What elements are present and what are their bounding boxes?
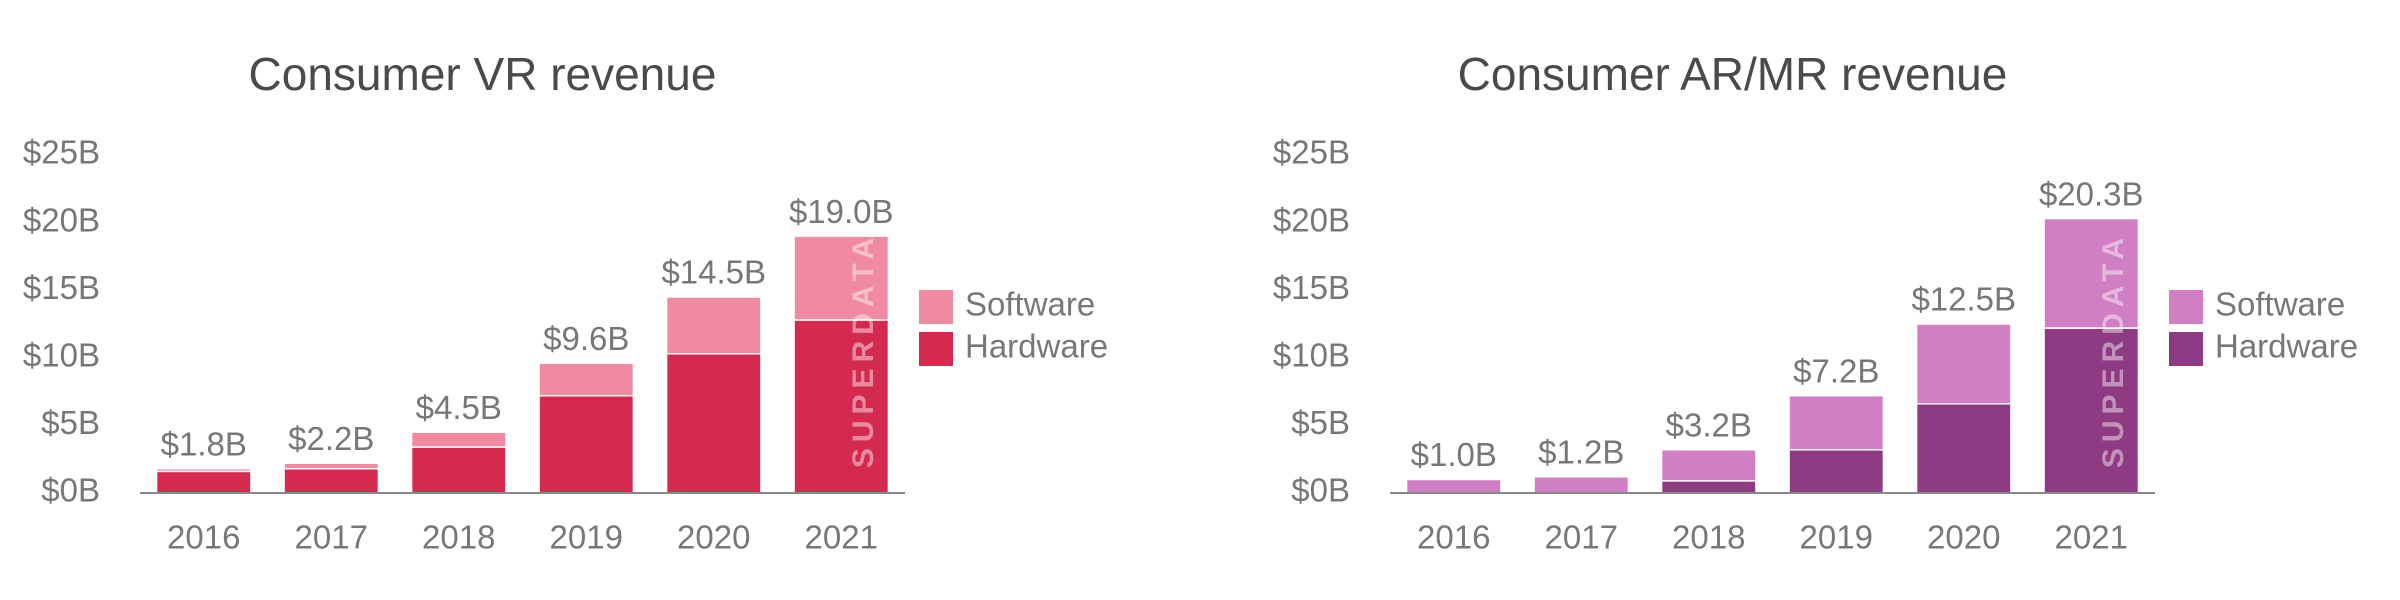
total-label: $2.2B [288,420,374,457]
total-label: $7.2B [1793,352,1879,389]
y-tick-label: $25B [1273,134,1350,171]
total-label: $1.0B [1411,436,1497,473]
y-tick-label: $25B [23,134,100,171]
total-label: $1.8B [161,425,247,462]
bar-segment [538,394,635,494]
x-tick-label: 2018 [422,519,495,556]
y-tick-label: $15B [1273,269,1350,306]
bar-segment [1788,448,1885,494]
y-tick-label: $5B [41,404,100,441]
watermark: SUPERDATA [2097,232,2130,468]
x-tick-label: 2019 [550,519,623,556]
bar-segment [538,362,635,397]
total-label: $1.2B [1538,433,1624,470]
legend-label: Software [2215,286,2345,323]
total-label: $14.5B [661,254,766,291]
x-tick-label: 2020 [1927,519,2000,556]
x-tick-label: 2020 [677,519,750,556]
bar-segment [665,296,762,355]
bar-segment [1405,478,1502,494]
x-tick-label: 2021 [805,519,878,556]
total-label: $3.2B [1666,406,1752,443]
chart-title: Consumer VR revenue [249,48,717,100]
y-tick-label: $10B [1273,337,1350,374]
y-tick-label: $20B [1273,201,1350,238]
watermark: SUPERDATA [847,232,880,468]
legend-label: Hardware [2215,328,2358,365]
bar-segment [1660,480,1757,494]
y-tick-label: $15B [23,269,100,306]
bar-segment [410,446,507,494]
legend-swatch [2169,290,2203,324]
y-tick-label: $0B [41,472,100,509]
bar-segment [793,319,890,494]
bar-segment [1788,394,1885,451]
bar-segment [283,467,380,494]
x-tick-label: 2021 [2055,519,2128,556]
bar-segment [155,470,252,494]
y-tick-label: $20B [23,201,100,238]
bar-segment [793,235,890,321]
x-tick-label: 2016 [1417,519,1490,556]
bar-segment [2043,217,2140,329]
x-tick-label: 2016 [167,519,240,556]
bar-segment [155,467,252,473]
chart-title: Consumer AR/MR revenue [1458,48,2008,100]
legend-swatch [919,290,953,324]
bar-segment [1533,476,1630,494]
total-label: $12.5B [1911,281,2016,318]
legend-label: Software [965,286,1095,323]
y-tick-label: $5B [1291,404,1350,441]
bar-segment [1660,448,1757,482]
bar-segment [410,431,507,448]
total-label: $4.5B [416,389,502,426]
total-label: $9.6B [543,320,629,357]
x-tick-label: 2018 [1672,519,1745,556]
y-tick-label: $10B [23,337,100,374]
total-label: $20.3B [2039,175,2144,212]
x-tick-label: 2019 [1800,519,1873,556]
bar-segment [1915,403,2012,494]
bar-segment [283,462,380,470]
total-label: $19.0B [789,193,894,230]
bar-segment [665,352,762,494]
legend-label: Hardware [965,328,1108,365]
legend-swatch [2169,332,2203,366]
x-tick-label: 2017 [1545,519,1618,556]
legend-swatch [919,332,953,366]
y-tick-label: $0B [1291,472,1350,509]
x-tick-label: 2017 [295,519,368,556]
bar-segment [1915,323,2012,405]
